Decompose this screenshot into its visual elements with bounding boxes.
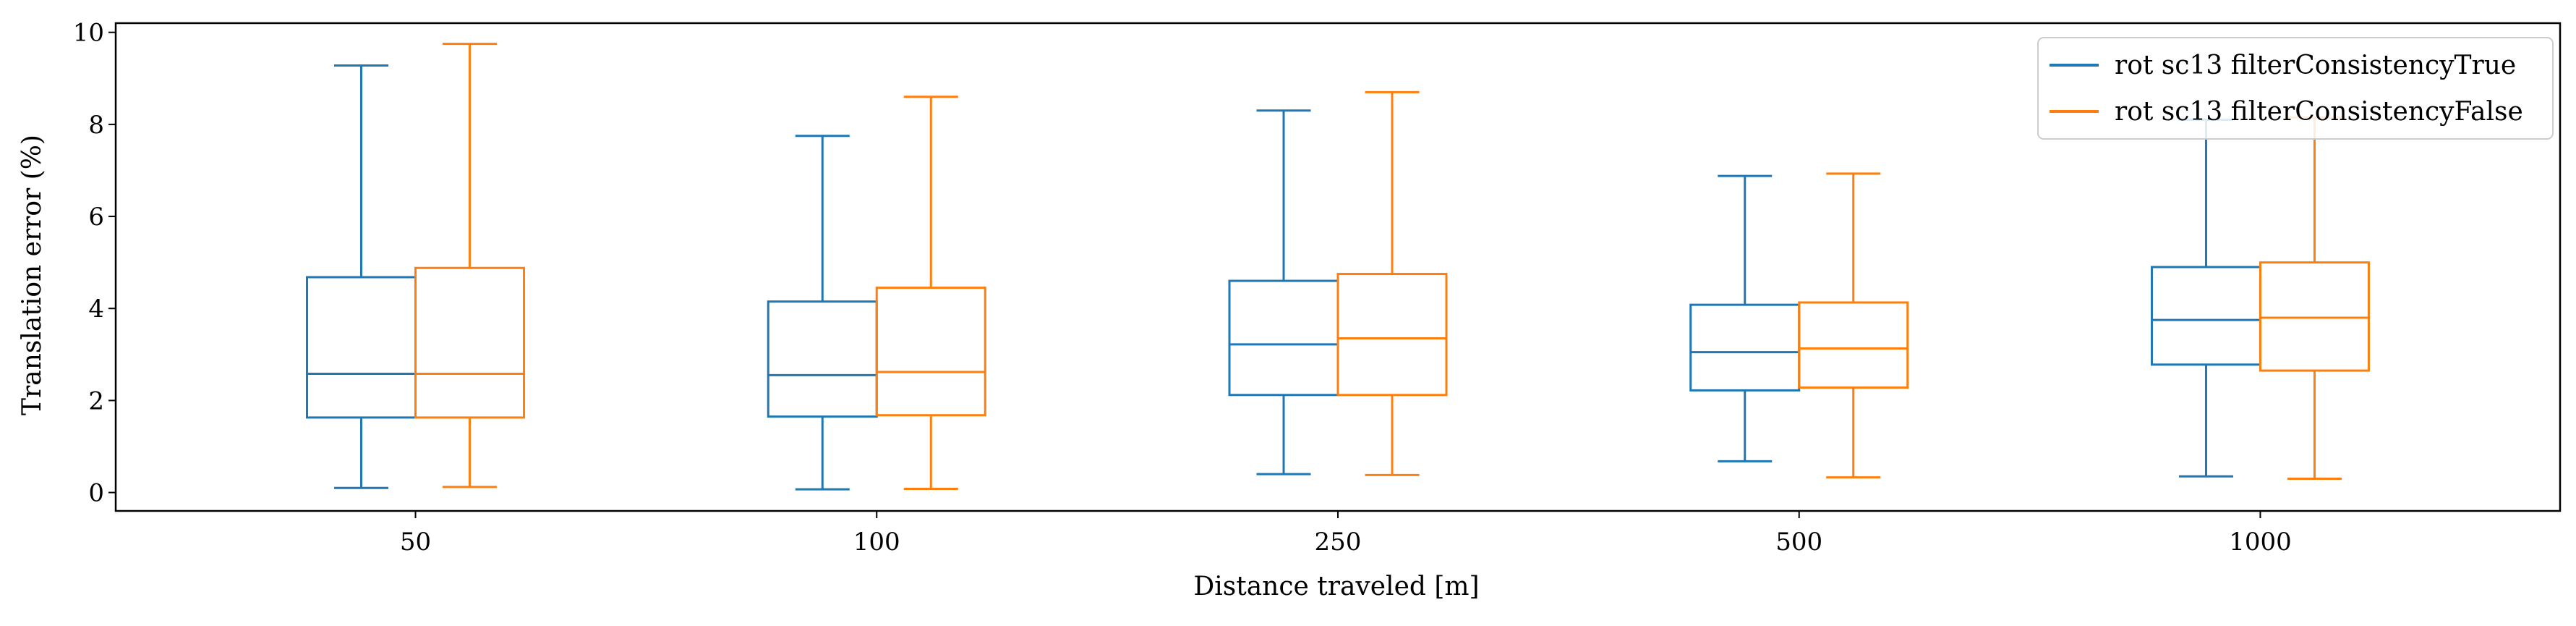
x-tick-label: 50 <box>400 528 431 557</box>
y-tick-label: 0 <box>88 479 104 508</box>
y-axis-label: Translation error (%) <box>17 135 47 415</box>
box-1-2 <box>1336 90 1448 476</box>
box-body <box>2259 261 2370 372</box>
box-body <box>414 266 526 419</box>
y-tick-label: 2 <box>88 386 104 415</box>
x-tick-label: 100 <box>853 528 900 557</box>
box-body <box>1689 303 1801 392</box>
box-0-0 <box>306 64 417 489</box>
box-1-0 <box>414 43 526 488</box>
box-body <box>767 300 878 418</box>
box-0-1 <box>767 135 878 491</box>
box-body <box>1228 279 1339 397</box>
legend: rot sc13 filterConsistencyTrue rot sc13 f… <box>2037 37 2554 140</box>
box-body <box>1798 301 1909 389</box>
x-tick-label: 1000 <box>2229 528 2292 557</box>
box-body <box>1336 273 1448 397</box>
legend-label: rot sc13 filterConsistencyTrue <box>2115 51 2516 80</box>
box-body <box>306 276 417 419</box>
y-tick-label: 8 <box>88 111 104 140</box>
box-0-3 <box>1689 174 1801 462</box>
legend-label: rot sc13 filterConsistencyFalse <box>2115 97 2523 127</box>
box-1-3 <box>1798 172 1909 479</box>
boxes-layer <box>306 43 2370 491</box>
box-1-1 <box>875 96 986 490</box>
axes-layer: 0 2 4 6 8 10 50 100 250 500 1000 <box>73 19 2562 557</box>
box-body <box>875 287 986 417</box>
y-tick-label: 6 <box>88 203 104 232</box>
box-1-4 <box>2259 116 2370 480</box>
legend-box <box>2037 37 2554 140</box>
box-body <box>2150 266 2261 366</box>
y-tick-label: 4 <box>88 295 104 323</box>
x-tick-label: 500 <box>1775 528 1822 557</box>
x-axis-label: Distance traveled [m] <box>1193 572 1479 601</box>
box-0-4 <box>2150 119 2261 478</box>
box-0-2 <box>1228 109 1339 475</box>
y-tick-label: 10 <box>73 19 104 48</box>
x-tick-label: 250 <box>1315 528 1362 557</box>
